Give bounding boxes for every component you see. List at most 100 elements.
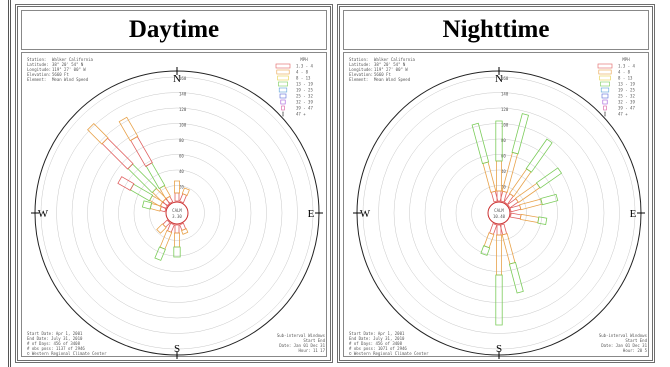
wind-petal-segment — [118, 116, 139, 142]
station-info-label: Element: — [349, 77, 368, 82]
footer-info: Start Date: Apr 1, 2001 — [27, 331, 83, 336]
footer-info: End Date: July 31, 2010 — [349, 336, 405, 341]
footer-window-info: Date: Jan 01 Dec 31 — [279, 343, 325, 348]
station-info-value: 38° 20' 54" N — [374, 62, 406, 67]
ring-label: 140 — [501, 92, 509, 97]
station-info-label: Latitude: — [349, 62, 371, 67]
footer-window-info: Start End — [625, 338, 647, 343]
station-info-label: Element: — [27, 77, 46, 82]
grid-ring — [471, 185, 527, 241]
footer-window-info: Sub-interval Windows — [277, 333, 326, 338]
legend-label: 8 - 13 — [618, 76, 633, 81]
legend-swatch — [281, 105, 285, 111]
ring-label: 40 — [501, 169, 506, 174]
legend-swatch — [601, 93, 609, 99]
station-info-value: Mean Wind Speed — [374, 77, 411, 82]
legend-label: 4 - 8 — [296, 70, 309, 75]
panel-title: Nighttime — [343, 10, 649, 50]
grid-ring — [362, 76, 636, 350]
ring-label: 160 — [501, 76, 509, 81]
footer-window-info: Sub-interval Windows — [599, 333, 648, 338]
wind-petal-segment — [129, 183, 154, 202]
wind-petal-segment — [519, 213, 540, 223]
grid-ring — [424, 138, 574, 288]
legend-label: 32 - 39 — [296, 100, 313, 105]
grid-ring — [133, 169, 221, 257]
compass-e: E — [630, 208, 637, 220]
station-info-label: Longitude: — [27, 67, 51, 72]
footer-info: © Western Regional Climate Center — [349, 351, 429, 356]
grid-ring — [149, 185, 205, 241]
ring-label: 140 — [179, 92, 187, 97]
daytime-panel: Daytime 20 40 60 80 100 120 140 160 N S W E CALM 3.30… — [15, 4, 333, 363]
station-info-value: Walker California — [52, 57, 94, 62]
legend-label: 25 - 32 — [618, 94, 635, 99]
wind-petal-segment — [510, 212, 522, 220]
footer-window-info: Start End — [303, 338, 325, 343]
station-info-value: 5660 Ft — [374, 72, 391, 77]
legend-title: MPH — [622, 57, 630, 62]
ring-label: 60 — [501, 154, 506, 159]
grid-ring — [455, 169, 543, 257]
ring-label: 120 — [501, 107, 509, 112]
wind-petal-segment — [495, 234, 503, 276]
legend-swatch — [603, 105, 607, 111]
wind-petal-segment — [501, 233, 516, 265]
grid-ring — [378, 92, 620, 334]
wind-petal-segment — [174, 192, 180, 202]
wind-petal-segment — [508, 261, 524, 294]
legend-swatch — [600, 81, 610, 87]
left-panel-edge — [0, 0, 11, 367]
wind-petal-segment — [537, 216, 548, 225]
wind-petal-segment — [495, 274, 503, 326]
footer-info: # of Days: 456 of 3408 — [27, 341, 81, 346]
wind-petal-segment — [173, 180, 181, 194]
legend-swatch — [276, 69, 290, 75]
legend-swatch — [278, 87, 288, 93]
footer-info: Start Date: Apr 1, 2001 — [349, 331, 405, 336]
station-info-value: 119° 27' 00" W — [374, 67, 408, 72]
legend-label: 47 + — [618, 112, 628, 117]
legend-swatch — [599, 75, 611, 81]
grid-ring — [87, 123, 267, 303]
legend-label: 25 - 32 — [296, 94, 313, 99]
legend-label: 39 - 47 — [296, 106, 313, 111]
legend-label: 39 - 47 — [618, 106, 635, 111]
legend-swatch — [600, 87, 610, 93]
wind-petal-segment — [173, 232, 181, 248]
legend-swatch — [604, 111, 606, 117]
calm-label: CALM — [172, 208, 182, 213]
panel-title: Daytime — [21, 10, 327, 50]
legend-swatch — [597, 63, 613, 69]
ring-label: 100 — [501, 123, 509, 128]
wind-petal-segment — [540, 193, 559, 206]
grid-ring — [40, 76, 314, 350]
legend-label: 1.3 - 4 — [618, 64, 635, 69]
legend-swatch — [282, 111, 284, 117]
ring-label: 120 — [179, 107, 187, 112]
grid-ring — [102, 138, 252, 288]
wind-petal-segment — [535, 167, 563, 189]
wind-petal-segment — [127, 163, 158, 194]
station-info-value: 5660 Ft — [52, 72, 69, 77]
wind-petal-segment — [483, 232, 495, 249]
legend-label: 19 - 25 — [296, 88, 313, 93]
footer-info: End Date: July 31, 2010 — [27, 336, 83, 341]
footer-info: # of Days: 456 of 3408 — [349, 341, 403, 346]
ring-label: 40 — [179, 169, 184, 174]
calm-value: 10.40 — [493, 214, 506, 219]
footer-window-info: Hour: 11 17 — [299, 348, 326, 353]
legend-label: 4 - 8 — [618, 70, 631, 75]
wind-petal-segment — [101, 137, 134, 170]
grid-ring — [71, 107, 283, 319]
legend-swatch — [602, 99, 608, 105]
station-info-label: Longitude: — [349, 67, 373, 72]
compass-n: N — [173, 73, 181, 85]
footer-info: # obs poss: 1071 of 2946 — [349, 346, 407, 351]
wind-petal-segment — [174, 224, 180, 234]
wind-petal-segment — [162, 219, 171, 228]
wind-petal-segment — [514, 182, 541, 204]
grid-ring — [409, 123, 589, 303]
